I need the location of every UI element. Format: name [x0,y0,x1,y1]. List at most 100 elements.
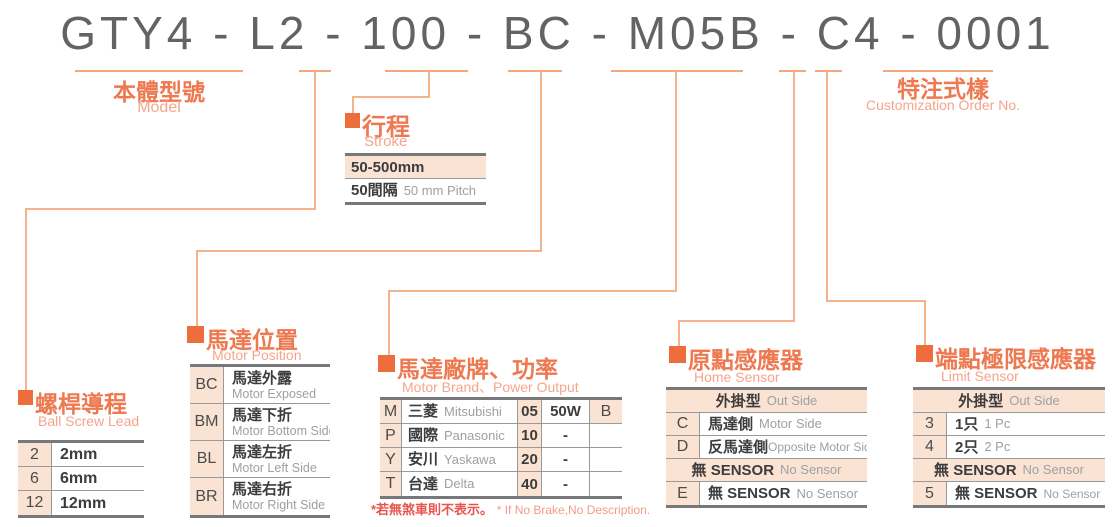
stroke-range: 50-500mm [351,158,425,176]
table-row: 4 2只 2 Pc [913,436,1105,459]
sensor-zh: 無 SENSOR [955,485,1038,502]
position-zh: 馬達左折 [232,443,293,461]
sensor-en: No Sensor [796,485,858,501]
table-row: D 反馬達側 Opposite Motor Side [666,436,867,459]
group-none-zh: 無 SENSOR [691,461,775,479]
brake-cell [590,448,622,471]
brand-zh: 台達 [408,475,439,493]
underline-c [779,70,806,72]
connector-line [793,71,795,322]
table-row: 50間隔 50 mm Pitch [345,179,486,202]
code-cell: D [666,436,700,458]
sensor-zh: 馬達側 [708,415,754,433]
underline-100 [385,70,468,72]
sensor-en: 2 Pc [984,439,1011,454]
position-en: Motor Right Side [232,498,326,512]
group-none-zh: 無 SENSOR [934,461,1017,479]
table-row: M 三菱 Mitsubishi 05 50W B [380,400,622,424]
table-row: 50-500mm [345,156,486,179]
code-cell: BM [190,404,224,440]
motor-position-section-title: 馬達位置 [206,327,298,353]
ball-screw-lead-section-subtitle: Ball Screw Lead [38,413,140,429]
group-out-zh: 外掛型 [958,392,1004,410]
power-code-cell: 40 [518,472,542,496]
group-header-cell: 無 SENSOR No Sensor [666,459,867,481]
position-zh: 馬達右折 [232,481,293,498]
connector-line [540,71,542,252]
code-cell: 3 [913,413,947,435]
table-row: BL 馬達左折 Motor Left Side [190,441,330,478]
group-out-en: Out Side [766,393,818,408]
position-en: Motor Left Side [232,460,317,475]
connector-line [678,320,795,322]
motor-position-bullet-icon [187,326,204,343]
table-row: P 國際 Panasonic 10 - [380,424,622,448]
brand-en: Delta [444,476,475,491]
ball-screw-lead-table: 2 2mm 6 6mm 12 12mm [18,440,144,518]
table-row: 12 12mm [18,491,144,515]
sensor-en: 1 Pc [984,416,1011,431]
table-row: 3 1只 1 Pc [913,413,1105,436]
motor-position-table: BC 馬達外露 Motor Exposed BM 馬達下折 Motor Bott… [190,364,330,518]
motor-brand-section-title: 馬達廠牌、功率 [397,356,558,382]
group-header-cell: 無 SENSOR No Sensor [913,459,1105,481]
limit-sensor-bullet-icon [916,345,933,362]
underline-m05b [611,70,743,72]
brand-code-cell: Y [380,448,402,471]
code-cell: 2 [18,443,52,466]
power-value-cell: - [542,424,590,447]
stroke-section-subtitle: Stroke [364,133,408,150]
stroke-range-cell: 50-500mm [345,156,486,178]
lead-value: 6mm [60,470,98,487]
brake-code: B [600,402,612,420]
code-cell: E [666,482,700,505]
brand-code-cell: P [380,424,402,447]
model-section-title: 本體型號 [113,79,205,105]
underline-gty4 [75,70,243,72]
limit-sensor-section-title: 端點極限感應器 [935,346,1096,372]
code-cell: BL [190,441,224,477]
brand-code-cell: T [380,472,402,496]
connector-line [675,71,677,292]
code-cell: 5 [913,482,947,505]
connector-line [352,96,430,98]
power-value: - [563,451,568,468]
sensor-zh: 無 SENSOR [708,485,791,502]
brand-code-cell: M [380,400,402,423]
power-value-cell: 50W [542,400,590,423]
power-code-cell: 10 [518,424,542,447]
table-row: BC 馬達外露 Motor Exposed [190,367,330,404]
position-en: Motor Exposed [232,386,317,401]
table-row: 2 2mm [18,443,144,467]
table-row: E 無 SENSOR No Sensor [666,482,867,505]
stroke-pitch-zh: 50間隔 [351,182,398,199]
underline-4 [815,70,842,72]
connector-line [314,71,316,209]
connector-line [388,290,677,292]
table-row: 無 SENSOR No Sensor [913,459,1105,482]
power-code-cell: 20 [518,448,542,471]
connector-line [826,71,828,302]
model-section-subtitle: Model [137,99,181,116]
lead-value: 12mm [60,494,107,512]
customization-section-title: 特注式樣 [897,76,989,102]
motor-brand-section-subtitle: Motor Brand、Power Output [402,379,579,395]
power-value-cell: - [542,472,590,496]
brake-cell: B [590,400,622,423]
position-zh: 馬達下折 [232,406,293,424]
connector-line [388,290,390,357]
table-row: BM 馬達下折 Motor Bottom Side [190,404,330,441]
stroke-section-title: 行程 [362,114,410,141]
customization-section-subtitle: Customization Order No. [865,97,1021,113]
connector-line [196,250,542,252]
power-code-cell: 05 [518,400,542,423]
underline-bc [508,70,562,72]
brand-en: Mitsubishi [444,403,502,419]
group-header-cell: 外掛型 Out Side [666,390,867,412]
code-cell: 4 [913,436,947,458]
table-row: 5 無 SENSOR No Sensor [913,482,1105,505]
ball-screw-lead-section-title: 螺桿導程 [35,391,127,417]
group-none-en: No Sensor [780,462,842,477]
limit-sensor-table: 外掛型 Out Side 3 1只 1 Pc 4 2只 2 Pc 無 SENSO… [913,387,1105,508]
